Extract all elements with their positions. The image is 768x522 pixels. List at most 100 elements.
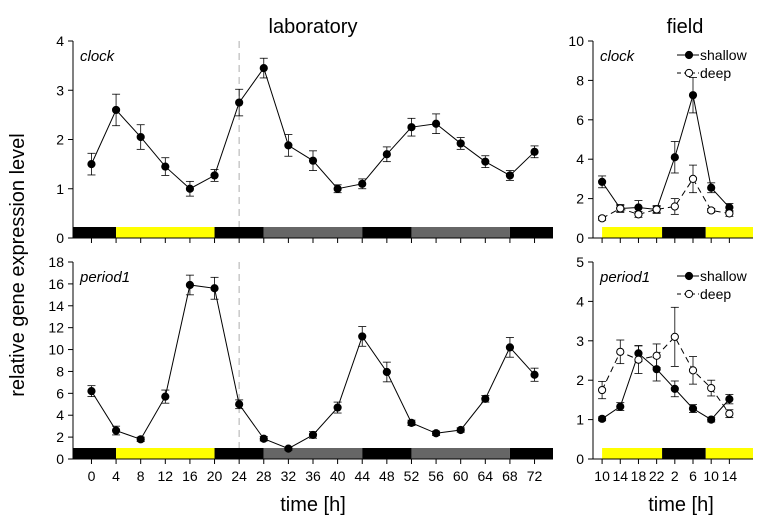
data-point-deep [597,214,607,223]
legend-marker-deep [684,289,694,299]
data-point-series [284,141,293,150]
y-tick-label: 0 [576,451,584,467]
x-tick-label: 72 [527,468,543,484]
light-dark-bar-segment [705,227,753,238]
data-point-shallow [597,177,607,186]
y-tick-label: 2 [576,372,584,388]
data-point-shallow [670,384,679,393]
data-point-shallow [670,153,679,162]
panel-field-clock: 0 2 4 6 8 10 clock shallow deep [568,33,753,246]
data-point-shallow [634,203,643,212]
legend-label-shallow: shallow [700,47,748,63]
y-tick-label: 6 [576,112,584,128]
data-point-deep [688,174,698,183]
data-point-series [358,332,367,341]
x-tick-label: 32 [281,468,297,484]
x-axis-label-field: time [h] [648,494,714,516]
data-point-series [530,147,539,156]
y-tick-label: 3 [576,333,584,349]
x-tick-label: 6 [689,468,697,484]
light-dark-bar-segment [705,448,753,459]
data-point-series [136,435,145,444]
data-point-series [235,98,244,107]
x-tick-label: 14 [612,468,628,484]
y-tick-label: 2 [576,191,584,207]
y-tick-label: 1 [56,181,64,197]
x-tick-label: 10 [703,468,719,484]
x-tick-label: 60 [453,468,469,484]
x-tick-label: 10 [594,468,610,484]
x-tick-label: 12 [158,468,174,484]
data-point-series [456,139,465,148]
x-tick-label: 56 [428,468,444,484]
gene-label-clock: clock [600,48,636,65]
x-tick-label: 40 [330,468,346,484]
legend-marker-shallow [684,271,694,281]
legend-label-shallow: shallow [700,268,748,284]
data-point-series [161,392,170,401]
legend-label-deep: deep [700,65,731,81]
data-point-deep [725,209,734,218]
x-tick-label: 64 [478,468,494,484]
x-tick-label: 8 [137,468,145,484]
data-point-shallow [707,183,716,192]
data-point-shallow [688,91,698,100]
gene-label-clock: clock [80,48,116,65]
light-dark-bar-segment [362,227,412,238]
data-point-series [259,63,268,73]
y-tick-label: 6 [56,385,64,401]
panel-laboratory-clock: 0 1 2 3 4 clock [56,33,553,246]
data-point-shallow [616,402,625,411]
y-tick-label: 4 [576,293,584,309]
light-dark-bar-segment [509,448,553,459]
x-tick-label: 20 [207,468,223,484]
data-point-series [136,132,145,142]
data-point-deep [634,355,643,364]
y-tick-label: 8 [576,72,584,88]
data-point-deep [725,409,734,418]
data-point-series [505,171,515,180]
light-dark-bar-segment [411,227,510,238]
x-tick-label: 28 [256,468,272,484]
data-point-series [505,343,515,352]
data-point-deep [688,366,698,375]
y-tick-label: 2 [56,132,64,148]
data-point-deep [652,351,661,360]
data-point-series [111,426,121,435]
light-dark-bar-segment [602,448,663,459]
light-dark-bar-segment [73,227,117,238]
gene-label-period1: period1 [79,269,130,286]
x-tick-label: 24 [231,468,247,484]
data-point-deep [670,202,679,211]
y-tick-label: 4 [576,151,584,167]
data-point-series [308,430,318,440]
y-tick-label: 14 [48,298,64,314]
light-dark-bar-segment [263,227,363,238]
data-point-series [407,418,416,427]
light-dark-bar-segment [362,448,412,459]
light-dark-bar-segment [214,448,264,459]
y-tick-label: 0 [576,230,584,246]
y-tick-label: 3 [56,82,64,98]
data-point-series [407,123,416,132]
light-dark-bar-segment [116,448,215,459]
x-tick-label: 22 [649,468,665,484]
data-point-deep [634,210,643,219]
data-point-shallow [725,395,734,404]
x-tick-label: 44 [354,468,370,484]
x-tick-label: 16 [182,468,198,484]
x-tick-label: 36 [305,468,321,484]
data-point-series [259,434,268,443]
title-field: field [667,16,704,38]
x-tick-label: 18 [631,468,647,484]
legend-label-deep: deep [700,286,731,302]
light-dark-bar-segment [411,448,510,459]
data-point-series [308,156,318,165]
light-dark-bar-segment [662,227,706,238]
data-point-series [456,425,465,435]
data-point-series [284,444,293,453]
x-tick-label: 68 [502,468,518,484]
y-tick-label: 0 [56,230,64,246]
light-dark-bar-segment [116,227,215,238]
